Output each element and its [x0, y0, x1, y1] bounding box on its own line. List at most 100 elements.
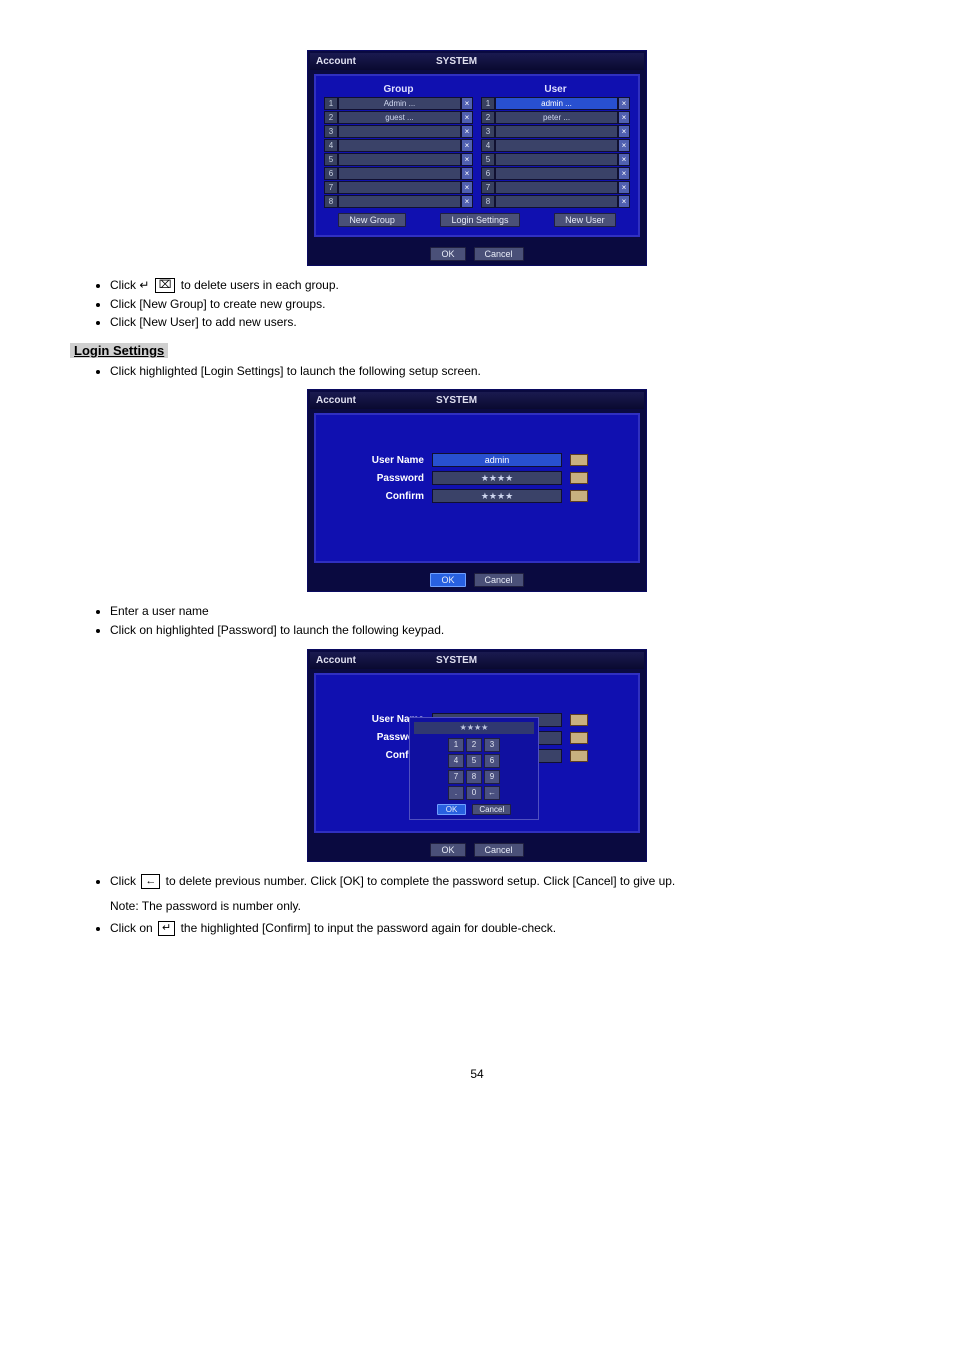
delete-icon[interactable]: ×	[618, 111, 630, 124]
keypad-ok-button[interactable]: OK	[437, 804, 467, 815]
user-name-cell[interactable]	[495, 167, 618, 180]
cancel-button[interactable]: Cancel	[474, 247, 524, 261]
delete-icon[interactable]: ×	[618, 181, 630, 194]
keypad-key-0[interactable]: 0	[466, 786, 482, 800]
login-row: User Nameadmin	[354, 453, 600, 467]
user-name-cell[interactable]	[495, 139, 618, 152]
delete-icon[interactable]: ×	[461, 125, 473, 138]
row-index: 3	[324, 125, 338, 138]
account-system-screenshot: Account SYSTEM Group 1Admin ...×2guest .…	[307, 50, 647, 266]
group-name-cell[interactable]: Admin ...	[338, 97, 461, 110]
keyboard-icon[interactable]	[570, 714, 588, 726]
group-row[interactable]: 6×	[324, 167, 473, 180]
delete-icon[interactable]: ×	[461, 195, 473, 208]
keypad-key-5[interactable]: 5	[466, 754, 482, 768]
keypad-key-2[interactable]: 2	[466, 738, 482, 752]
user-name-cell[interactable]	[495, 153, 618, 166]
keypad-display: ★★★★	[414, 722, 534, 734]
group-name-cell[interactable]	[338, 181, 461, 194]
keypad-key-1[interactable]: 1	[448, 738, 464, 752]
user-name-cell[interactable]	[495, 125, 618, 138]
user-column: User 1admin ...×2peter ...×3×4×5×6×7×8×	[481, 84, 630, 209]
delete-icon[interactable]: ×	[461, 181, 473, 194]
row-index: 1	[324, 97, 338, 110]
group-row[interactable]: 8×	[324, 195, 473, 208]
new-user-button[interactable]: New User	[554, 213, 616, 227]
group-name-cell[interactable]	[338, 125, 461, 138]
user-row[interactable]: 2peter ...×	[481, 111, 630, 124]
delete-icon[interactable]: ×	[461, 139, 473, 152]
delete-icon[interactable]: ×	[461, 167, 473, 180]
keyboard-icon[interactable]	[570, 750, 588, 762]
user-name-cell[interactable]	[495, 195, 618, 208]
user-row[interactable]: 3×	[481, 125, 630, 138]
keypad-key-3[interactable]: 3	[484, 738, 500, 752]
group-name-cell[interactable]	[338, 139, 461, 152]
group-name-cell[interactable]: guest ...	[338, 111, 461, 124]
login-settings-button[interactable]: Login Settings	[440, 213, 519, 227]
group-row[interactable]: 2guest ...×	[324, 111, 473, 124]
keypad-key-7[interactable]: 7	[448, 770, 464, 784]
group-row[interactable]: 7×	[324, 181, 473, 194]
delete-icon[interactable]: ×	[461, 153, 473, 166]
text-span: Click	[110, 874, 139, 888]
delete-icon[interactable]: ×	[618, 153, 630, 166]
row-index: 5	[324, 153, 338, 166]
keypad-key-9[interactable]: 9	[484, 770, 500, 784]
cancel-button[interactable]: Cancel	[474, 843, 524, 857]
ok-button[interactable]: OK	[430, 247, 465, 261]
group-row[interactable]: 3×	[324, 125, 473, 138]
group-row[interactable]: 4×	[324, 139, 473, 152]
keyboard-icon[interactable]	[570, 732, 588, 744]
instruction-list-b: Click highlighted [Login Settings] to la…	[110, 364, 884, 380]
text-span: to delete users in each group.	[177, 278, 338, 292]
password-input[interactable]: ★★★★	[432, 471, 562, 485]
keypad-key-←[interactable]: ←	[484, 786, 500, 800]
group-row[interactable]: 1Admin ...×	[324, 97, 473, 110]
user-row[interactable]: 7×	[481, 181, 630, 194]
delete-icon[interactable]: ×	[618, 167, 630, 180]
user-name-input[interactable]: admin	[432, 453, 562, 467]
delete-icon[interactable]: ×	[618, 139, 630, 152]
inline-icon: ⌧	[155, 278, 176, 293]
delete-icon[interactable]: ×	[618, 97, 630, 110]
user-row[interactable]: 1admin ...×	[481, 97, 630, 110]
keyboard-icon[interactable]	[570, 454, 588, 466]
group-name-cell[interactable]	[338, 195, 461, 208]
user-name-cell[interactable]	[495, 181, 618, 194]
ok-button[interactable]: OK	[430, 843, 465, 857]
group-name-cell[interactable]	[338, 153, 461, 166]
confirm-input[interactable]: ★★★★	[432, 489, 562, 503]
delete-icon[interactable]: ×	[618, 195, 630, 208]
keyboard-icon[interactable]	[570, 490, 588, 502]
delete-icon[interactable]: ×	[461, 97, 473, 110]
keyboard-icon[interactable]	[570, 472, 588, 484]
keypad-cancel-button[interactable]: Cancel	[472, 804, 511, 815]
list-item: Click on highlighted [Password] to launc…	[110, 623, 884, 639]
cancel-button[interactable]: Cancel	[474, 573, 524, 587]
text-span: Click [New User] to add new users.	[110, 315, 297, 329]
new-group-button[interactable]: New Group	[338, 213, 406, 227]
keypad-key-.[interactable]: .	[448, 786, 464, 800]
group-name-cell[interactable]	[338, 167, 461, 180]
ok-button[interactable]: OK	[430, 573, 465, 587]
window-title-right: SYSTEM	[436, 56, 477, 67]
group-row[interactable]: 5×	[324, 153, 473, 166]
delete-icon[interactable]: ×	[461, 111, 473, 124]
text-span: to delete previous number. Click [OK] to…	[162, 874, 675, 888]
row-index: 7	[481, 181, 495, 194]
keypad-key-8[interactable]: 8	[466, 770, 482, 784]
text-span: Click ↵	[110, 278, 153, 292]
user-row[interactable]: 6×	[481, 167, 630, 180]
keypad-key-4[interactable]: 4	[448, 754, 464, 768]
user-row[interactable]: 4×	[481, 139, 630, 152]
user-row[interactable]: 5×	[481, 153, 630, 166]
row-index: 4	[481, 139, 495, 152]
row-index: 2	[481, 111, 495, 124]
keypad-key-6[interactable]: 6	[484, 754, 500, 768]
user-name-cell[interactable]: admin ...	[495, 97, 618, 110]
user-name-cell[interactable]: peter ...	[495, 111, 618, 124]
user-row[interactable]: 8×	[481, 195, 630, 208]
delete-icon[interactable]: ×	[618, 125, 630, 138]
list-item: Click [New Group] to create new groups.	[110, 297, 884, 313]
